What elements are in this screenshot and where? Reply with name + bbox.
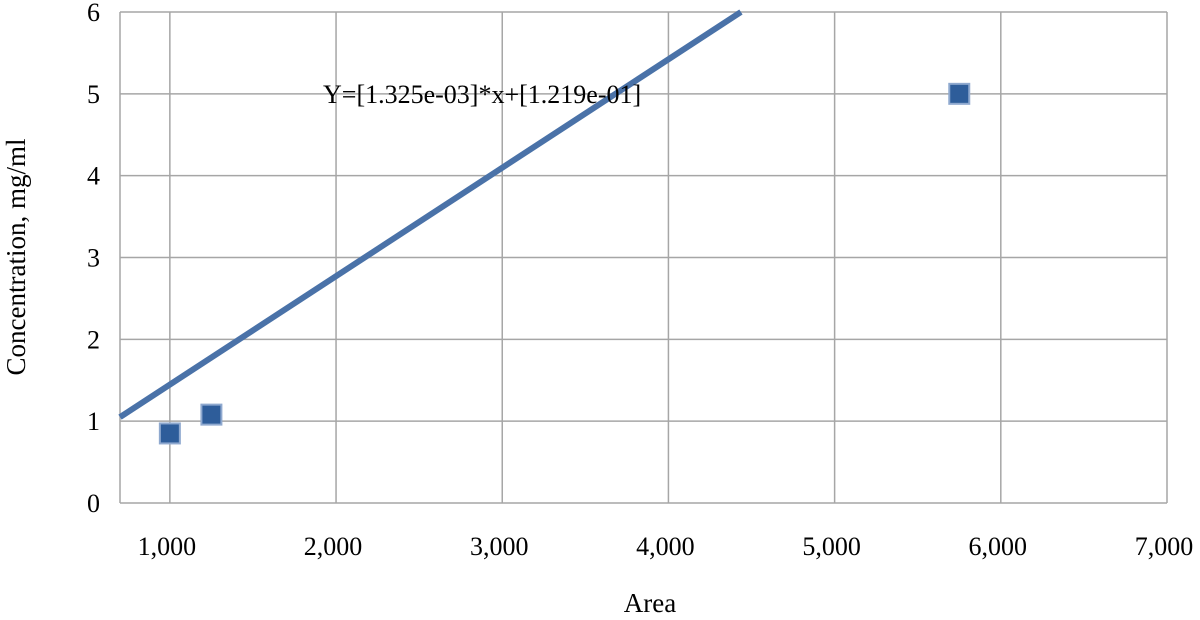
equation-annotation: Y=[1.325e-03]*x+[1.219e-01] [323,80,641,109]
y-tick-label: 6 [87,0,100,27]
y-tick-label: 5 [87,80,100,109]
x-tick-label: 4,000 [636,532,695,561]
y-tick-label: 3 [87,244,100,273]
x-tick-label: 2,000 [304,532,363,561]
y-tick-label: 0 [87,489,100,518]
x-tick-label: 3,000 [470,532,529,561]
data-point-marker [948,82,971,105]
x-tick-label: 1,000 [138,532,197,561]
x-tick-label: 7,000 [1135,532,1194,561]
data-points [158,82,971,445]
y-tick-label: 2 [87,325,100,354]
tick-labels: 0 1 2 3 4 5 6 1,000 2,000 3,000 4,000 5,000 6,000 7,0… [87,0,1193,561]
y-tick-label: 4 [87,162,100,191]
y-axis-label: Concentration, mg/ml [1,139,31,376]
y-tick-label: 1 [87,407,100,436]
x-tick-label: 5,000 [802,532,861,561]
fit-line [118,9,743,420]
data-point-marker [158,422,181,445]
data-point-marker [200,403,223,426]
grid [119,11,1168,504]
x-tick-label: 6,000 [969,532,1028,561]
fit-line-group [118,9,743,420]
x-axis-label: Area [624,588,676,615]
